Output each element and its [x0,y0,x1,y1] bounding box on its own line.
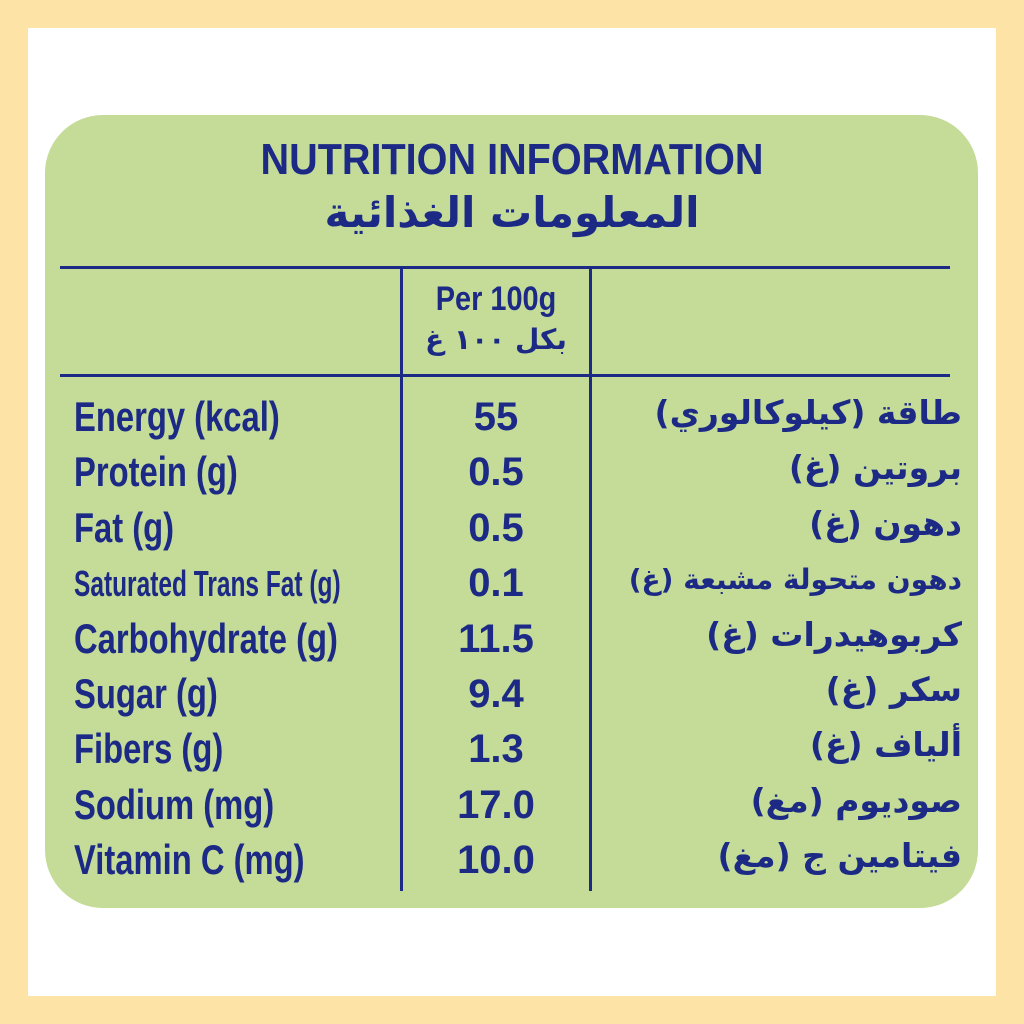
row-label: Fat (g) [74,503,175,551]
title-ar: المعلومات الغذائية [324,188,700,237]
row-value: 11.5 [458,616,534,661]
row-value: 1.3 [468,727,524,772]
row-value: 55 [473,395,519,439]
row-value: 0.5 [468,505,524,550]
row-label: Sodium (mg) [74,780,275,828]
row-label: Energy (kcal) [74,393,280,440]
row-label: Fibers (g) [74,725,224,773]
rule [60,374,950,377]
row-label-ar: فيتامين ج (مغ) [717,836,962,876]
row-label-ar: سكر (غ) [825,670,962,709]
row-value: 0.5 [468,450,524,495]
row-value: 17.0 [457,782,535,827]
row-label-ar: كربوهيدرات (غ) [706,614,962,654]
row-label-ar: دهون متحولة مشبعة (غ) [628,563,962,597]
column-rule [400,266,403,891]
rule [60,266,950,269]
row-label-ar: دهون (غ) [809,503,962,543]
header-per: Per 100g [435,280,557,318]
row-label: Sugar (g) [74,670,218,717]
row-label-ar: بروتين (غ) [788,448,962,488]
row-value: 9.4 [468,672,524,716]
title: NUTRITION INFORMATION [260,135,764,184]
row-label: Saturated Trans Fat (g) [74,563,341,605]
row-value: 10.0 [457,838,535,883]
column-rule [589,266,592,891]
row-value: 0.1 [468,561,524,606]
header-per-ar: بكل ١٠٠ غ [425,323,567,356]
row-label: Vitamin C (mg) [74,836,305,884]
row-label-ar: طاقة (كيلوكالوري) [654,393,962,432]
row-label: Carbohydrate (g) [74,614,338,662]
panel [45,115,978,908]
row-label-ar: ألياف (غ) [809,725,962,765]
row-label: Protein (g) [74,448,238,496]
row-label-ar: صوديوم (مغ) [750,780,962,820]
